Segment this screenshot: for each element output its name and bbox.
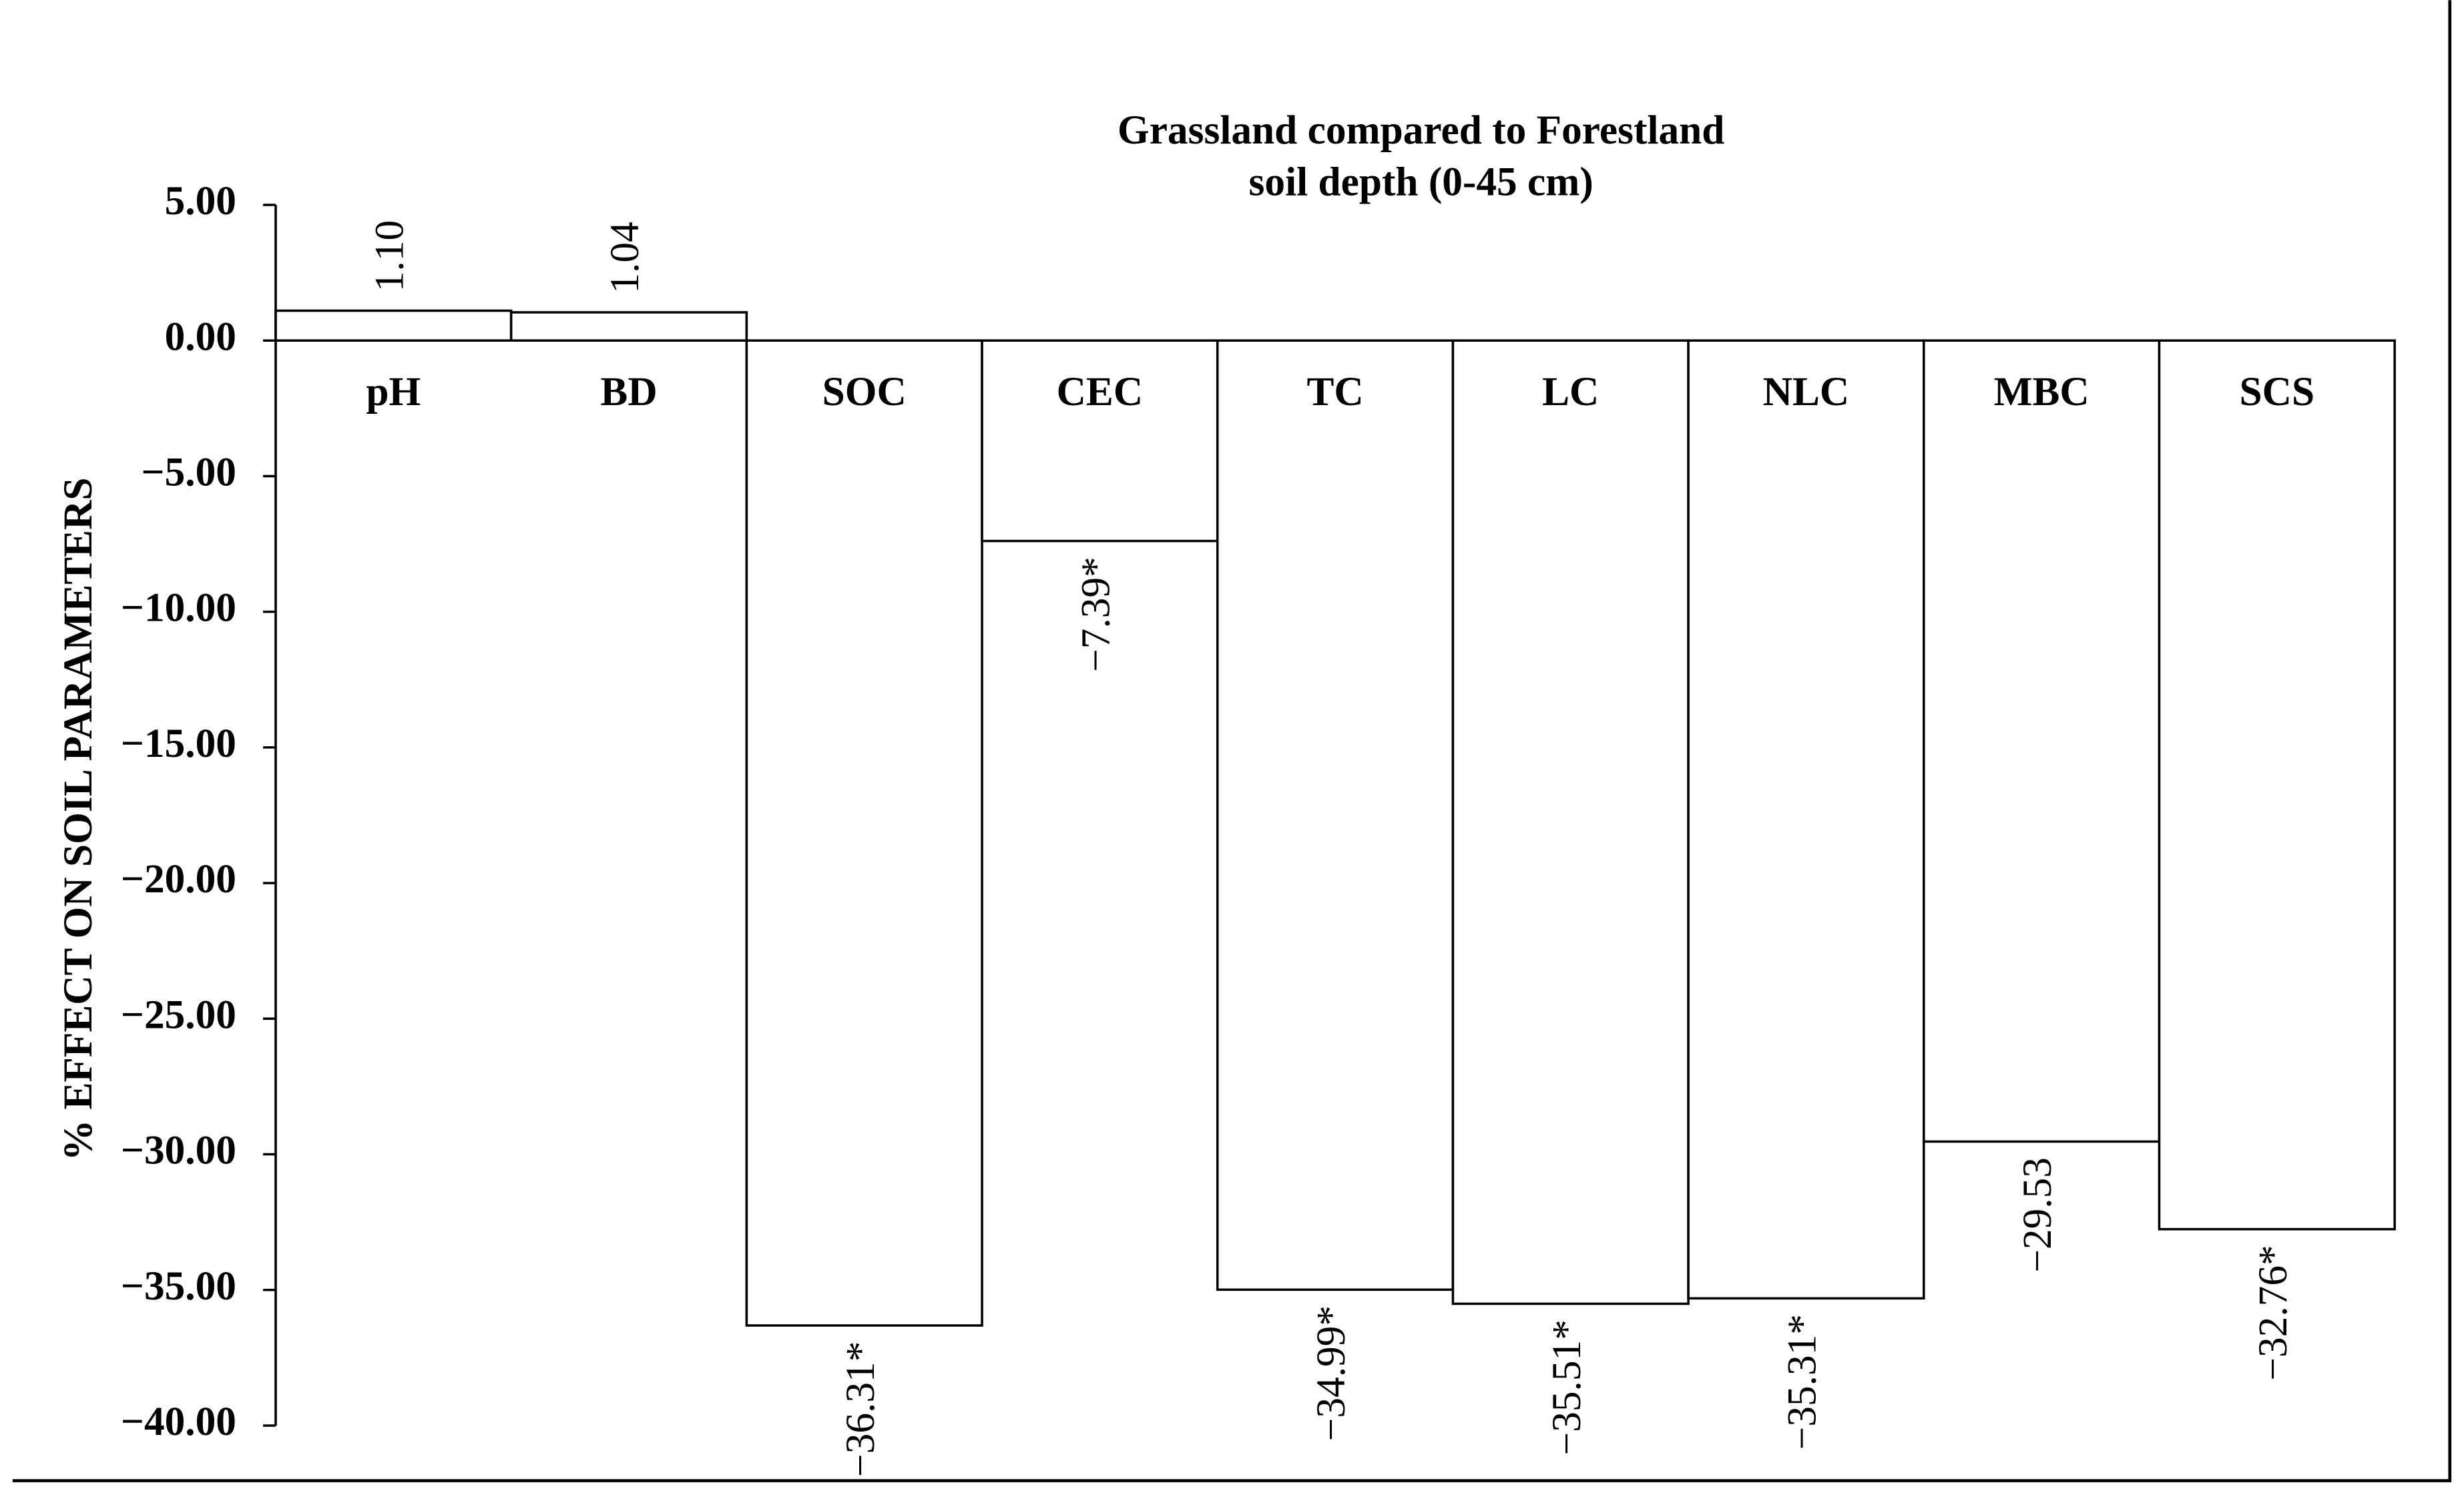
value-label: −7.39* [1073, 557, 1118, 672]
bar [1687, 339, 1925, 1300]
value-label: −35.31* [1780, 1314, 1825, 1450]
y-tick-label: −40.00 [121, 1399, 236, 1444]
y-tick-label: −15.00 [121, 721, 236, 766]
x-tick-label: TC [1306, 369, 1363, 414]
x-tick-label: CEC [1057, 369, 1144, 414]
y-axis-label: % EFFECT ON SOIL PARAMETERS [55, 478, 101, 1161]
y-tick-label: −20.00 [121, 856, 236, 902]
x-tick-label: MBC [1994, 369, 2089, 414]
x-tick-label: BD [600, 369, 657, 414]
y-tick-label: −35.00 [121, 1263, 236, 1309]
bar [2158, 339, 2396, 1231]
value-label: −35.51* [1544, 1319, 1589, 1455]
y-tick-label: 5.00 [165, 178, 236, 224]
value-label: −29.53 [2015, 1157, 2060, 1273]
bar [1923, 339, 2161, 1143]
value-label: 1.10 [366, 220, 412, 292]
bar [1451, 339, 1690, 1305]
bar [274, 309, 513, 342]
y-tick-label: −25.00 [121, 992, 236, 1037]
y-tick-label: 0.00 [165, 314, 236, 359]
value-label: −36.31* [838, 1341, 883, 1477]
x-tick-label: LC [1542, 369, 1599, 414]
y-tick-label: −30.00 [121, 1128, 236, 1173]
value-label: 1.04 [602, 222, 648, 293]
x-tick-label: SOC [822, 369, 907, 414]
bar [981, 339, 1219, 543]
bar [509, 311, 748, 342]
chart-subtitle: soil depth (0-45 cm) [1249, 160, 1593, 205]
x-tick-label: SCS [2240, 369, 2315, 414]
y-tick-label: −5.00 [142, 450, 236, 495]
x-tick-label: pH [366, 369, 421, 414]
chart-title: Grassland compared to Forestland [1118, 107, 1724, 153]
x-tick-label: NLC [1763, 369, 1850, 414]
value-label: −34.99* [1308, 1305, 1354, 1441]
bar [1216, 339, 1455, 1291]
y-tick-label: −10.00 [121, 585, 236, 631]
frame [12, 0, 2452, 1482]
value-label: −32.76* [2250, 1245, 2296, 1380]
bar [745, 339, 983, 1327]
